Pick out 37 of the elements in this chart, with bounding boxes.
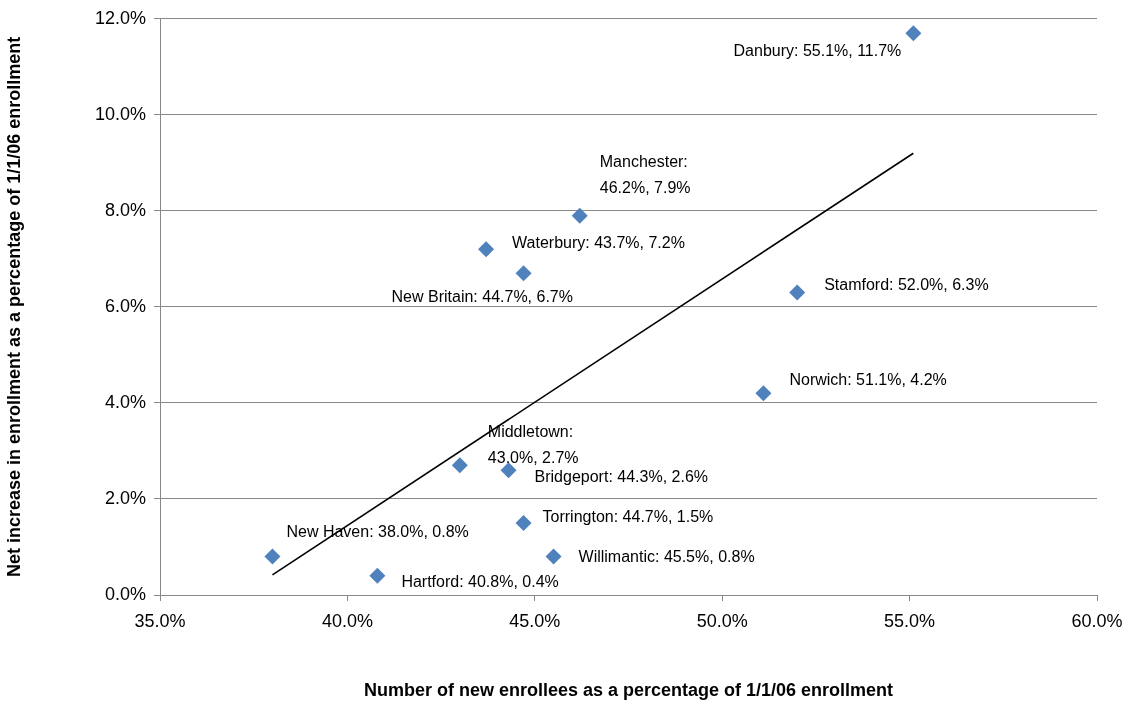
y-tick-label: 0.0% bbox=[104, 583, 146, 604]
x-tick-label: 55.0% bbox=[884, 610, 936, 631]
point bbox=[905, 25, 922, 42]
annotation: Middletown: 43.0%, 2.7% bbox=[487, 422, 579, 466]
y-tick-label: 2.0% bbox=[104, 487, 146, 508]
x-tick-label: 60.0% bbox=[1071, 610, 1123, 631]
annotation: New Britain: 44.7%, 6.7% bbox=[391, 287, 573, 305]
point bbox=[264, 548, 281, 565]
point bbox=[571, 207, 588, 224]
y-tick-label: 12.0% bbox=[94, 7, 146, 28]
y-tick-label: 8.0% bbox=[104, 199, 146, 220]
annotation: Bridgeport: 44.3%, 2.6% bbox=[534, 467, 708, 485]
x-tick-label: 50.0% bbox=[696, 610, 748, 631]
x-tick-label: 45.0% bbox=[509, 610, 561, 631]
point bbox=[545, 548, 562, 565]
annotation: Willimantic: 45.5%, 0.8% bbox=[578, 547, 755, 565]
x-tick-label: 40.0% bbox=[321, 610, 373, 631]
x-tick-label: 35.0% bbox=[134, 610, 186, 631]
y-tick-label: 6.0% bbox=[104, 295, 146, 316]
point bbox=[478, 241, 495, 258]
y-axis-title: Net increase in enrollment as a percentage of 1/1/06 enrollment bbox=[3, 36, 24, 577]
y-tick-label: 4.0% bbox=[104, 391, 146, 412]
annotation: Waterbury: 43.7%, 7.2% bbox=[512, 233, 685, 251]
point bbox=[789, 284, 806, 301]
annotation: Danbury: 55.1%, 11.7% bbox=[733, 41, 902, 59]
annotation: Stamford: 52.0%, 6.3% bbox=[824, 275, 989, 293]
point bbox=[369, 567, 386, 584]
x-axis-title: Number of new enrollees as a percentage of 1/1/06 enrollment bbox=[363, 680, 894, 701]
point bbox=[515, 514, 532, 531]
annotation: Torrington: 44.7%, 1.5% bbox=[542, 508, 714, 526]
point bbox=[755, 385, 772, 402]
annotation: Manchester: 46.2%, 7.9% bbox=[599, 153, 691, 197]
y-tick-label: 10.0% bbox=[94, 103, 146, 124]
annotation: Norwich: 51.1%, 4.2% bbox=[789, 370, 947, 388]
annotation: Hartford: 40.8%, 0.4% bbox=[401, 573, 559, 591]
point bbox=[515, 265, 532, 282]
point bbox=[451, 457, 468, 474]
